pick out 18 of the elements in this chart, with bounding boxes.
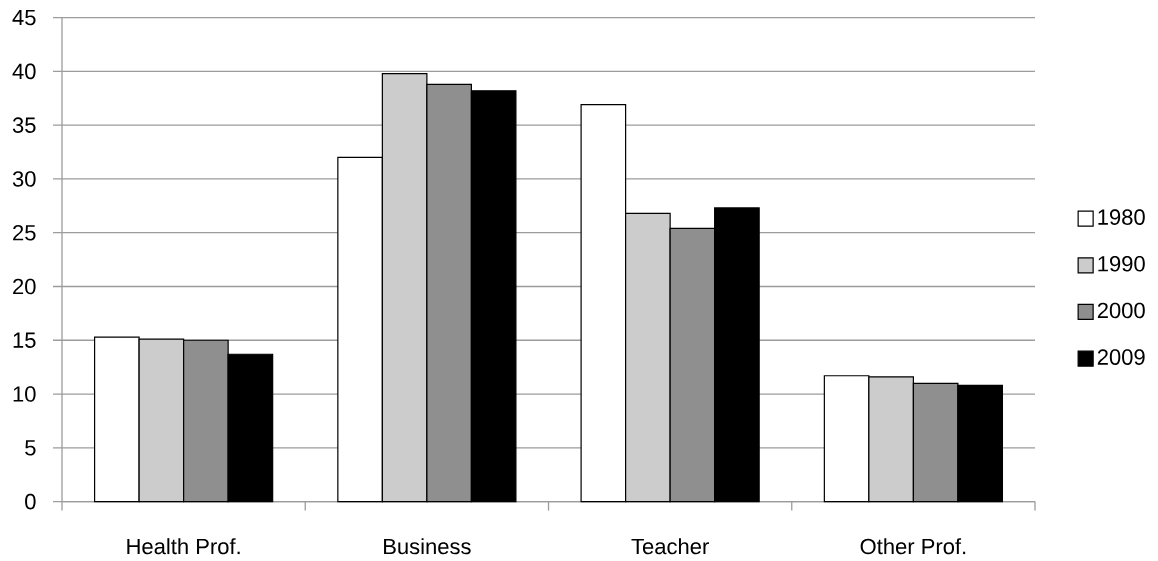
x-tick-label: Teacher: [631, 538, 709, 555]
x-tick-label: Health Prof.: [127, 538, 240, 555]
x-tick-label: Other Prof.: [860, 538, 966, 555]
y-tick-label: 35: [12, 117, 36, 133]
legend-label: 2009: [1097, 349, 1145, 365]
y-tick-label: 5: [25, 440, 36, 456]
y-tick-label: 30: [12, 171, 36, 187]
legend-label: 1990: [1098, 255, 1145, 272]
x-tick-label: Business: [384, 538, 471, 555]
y-tick-label: 25: [13, 224, 36, 241]
legend-label: 1980: [1098, 209, 1145, 225]
y-tick-label: 45: [12, 9, 36, 26]
y-tick-label: 0: [25, 493, 36, 510]
y-tick-label: 40: [12, 63, 36, 80]
y-tick-label: 15: [13, 332, 36, 348]
y-tick-label: 20: [13, 278, 36, 295]
legend-label: 2000: [1097, 302, 1145, 319]
y-tick-label: 10: [13, 386, 36, 402]
